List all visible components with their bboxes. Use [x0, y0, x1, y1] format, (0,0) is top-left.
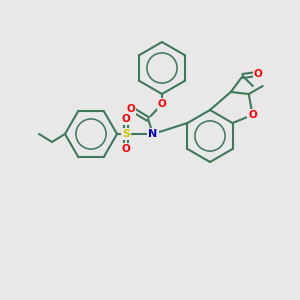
Text: O: O — [158, 99, 166, 109]
Text: O: O — [248, 110, 257, 120]
Text: O: O — [122, 114, 130, 124]
Text: N: N — [148, 129, 158, 139]
Text: S: S — [122, 129, 130, 139]
Text: O: O — [254, 69, 262, 79]
Text: O: O — [122, 144, 130, 154]
Text: O: O — [127, 104, 135, 114]
